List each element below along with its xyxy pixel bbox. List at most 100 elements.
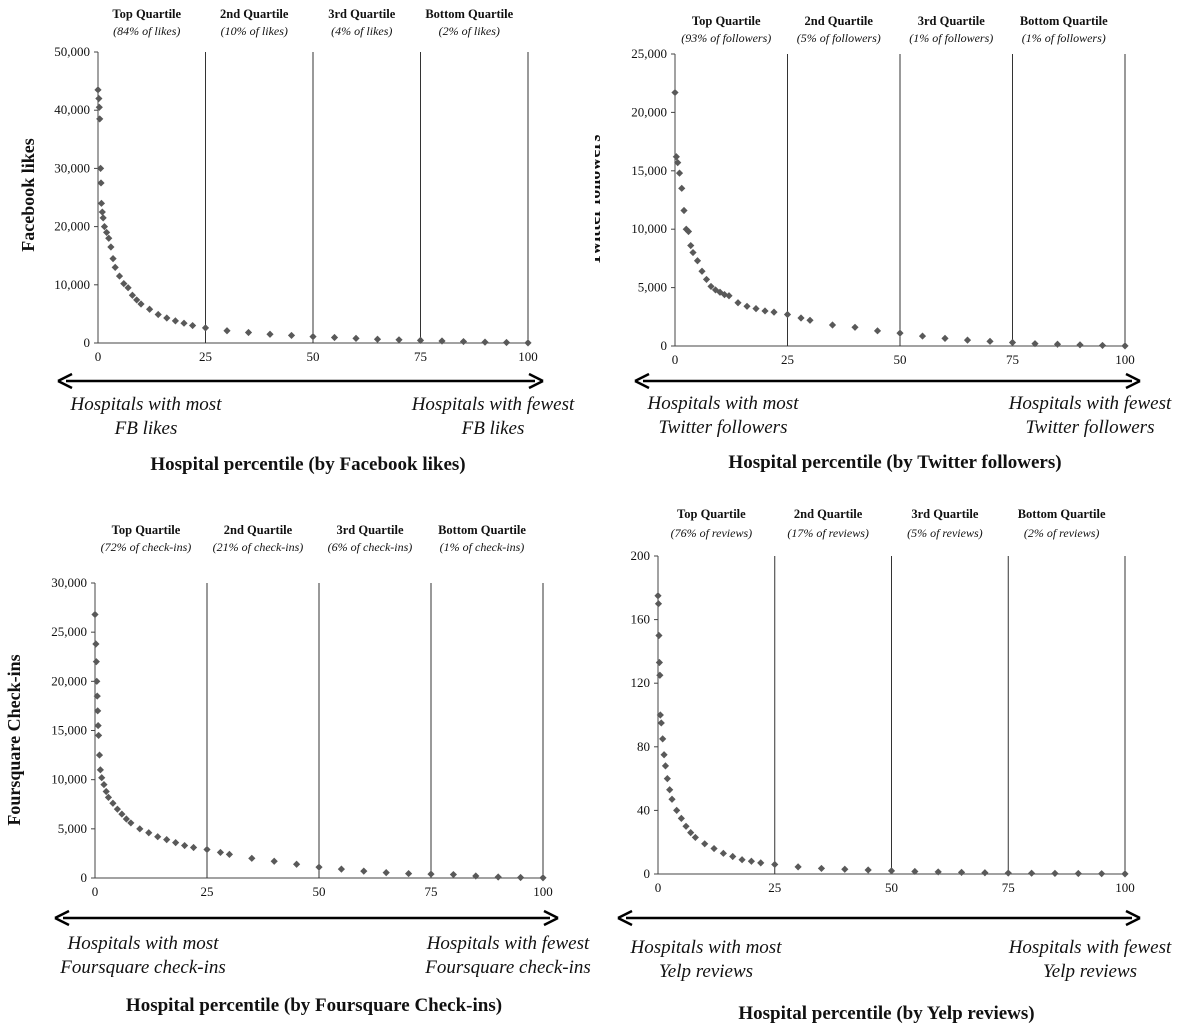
y-tick-label: 25,000 [631,46,667,61]
arrow-left-head [54,909,70,927]
data-point [934,868,942,876]
data-point [95,103,103,111]
data-point [660,751,668,759]
quartile-title-bottom-quartile: Bottom Quartile [1018,507,1106,521]
data-point [710,844,718,853]
data-point [1028,869,1036,877]
x-tick-label: 0 [92,884,99,899]
data-point [757,859,765,867]
data-point [659,735,667,743]
data-point [701,840,709,848]
data-point [266,330,274,338]
data-point [1121,870,1129,878]
data-point [1076,341,1084,349]
data-point [707,282,715,291]
quartile-title-bottom-quartile: Bottom Quartile [1020,14,1108,28]
x-tick-label: 0 [95,349,102,364]
data-point [111,263,119,271]
data-point [133,296,141,304]
data-point [395,336,403,344]
y-tick-label: 10,000 [54,277,90,292]
data-point [109,799,117,807]
x-tick-label: 100 [518,349,538,364]
x-tick-label: 100 [533,884,553,899]
twitter-followers-panel: 0 5,000 10,000 15,000 20,000 25,000 0 25 50 75 100… [595,0,1186,490]
data-point [107,243,115,251]
arrow-left-head [57,372,73,390]
data-point [225,850,233,858]
left-note-line: Hospitals with most [70,394,223,415]
x-axis-title: Hospital percentile (by Yelp reviews) [738,1003,1034,1024]
x-tick-label: 25 [768,880,781,895]
quartile-share-top-quartile: (76% of reviews) [671,526,753,540]
quartile-title-2nd-quartile: 2nd Quartile [224,523,293,537]
data-point [145,829,153,837]
data-point [163,836,171,844]
quartile-share-bottom-quartile: (1% of check-ins) [440,540,525,554]
quartile-title-3rd-quartile: 3rd Quartile [911,507,978,521]
left-note-line: Hospitals with most [647,393,800,414]
quartile-title-top-quartile: Top Quartile [112,7,181,21]
x-axis-title: Hospital percentile (by Foursquare Check… [126,995,502,1016]
data-point [127,819,135,827]
quartile-share-top-quartile: (72% of check-ins) [101,540,192,554]
data-point [128,291,136,299]
x-tick-label: 100 [1115,880,1135,895]
data-point [459,337,468,346]
data-point [986,337,994,345]
x-tick-label: 0 [672,352,679,367]
x-tick-label: 50 [885,880,898,895]
y-axis-title: Facebook likes [18,138,38,252]
y-tick-label: 30,000 [51,575,87,590]
data-point [94,721,102,730]
data-point [172,839,180,847]
data-point [693,257,702,265]
y-tick-label: 40,000 [54,102,90,117]
data-point [287,331,296,340]
data-point [661,762,670,770]
x-tick-label: 25 [199,349,212,364]
arrow-left-head [617,909,633,927]
data-point [102,787,110,796]
data-point [96,115,104,123]
quartile-title-bottom-quartile: Bottom Quartile [425,7,513,21]
data-point [654,600,663,608]
data-point [163,314,171,322]
left-note-line: Hospitals with most [67,933,220,954]
data-point [189,843,198,852]
data-point [752,305,760,313]
data-point [678,184,686,192]
data-point [337,865,345,873]
y-tick-label: 50,000 [54,44,90,59]
y-tick-label: 15,000 [631,163,667,178]
data-point [725,292,733,300]
data-point [1008,338,1017,347]
data-point [494,873,502,881]
data-point [655,658,664,667]
data-point [657,719,665,727]
quartile-share-3rd-quartile: (6% of check-ins) [328,540,413,554]
data-point [416,336,425,344]
x-tick-label: 75 [425,884,438,899]
y-tick-label: 25,000 [51,624,87,639]
data-point [896,329,904,337]
data-point [124,284,132,292]
data-point [680,206,688,215]
data-point [137,300,145,308]
quartile-title-3rd-quartile: 3rd Quartile [336,523,403,537]
y-tick-label: 5,000 [58,821,87,836]
left-note-line: Hospitals with most [630,937,783,958]
data-point [738,856,746,864]
data-point [864,866,872,874]
data-point [1121,342,1129,350]
chart-svg: 0 5,000 10,000 15,000 20,000 25,000 30,000 0 25 5… [4,523,591,1016]
data-point [794,863,802,871]
data-point [122,815,130,823]
data-point [93,677,101,685]
data-point [828,321,837,329]
data-point [330,333,339,342]
data-point [797,314,805,322]
right-note-line: Hospitals with fewest [411,394,575,415]
data-point [373,335,382,343]
data-point [92,658,100,666]
